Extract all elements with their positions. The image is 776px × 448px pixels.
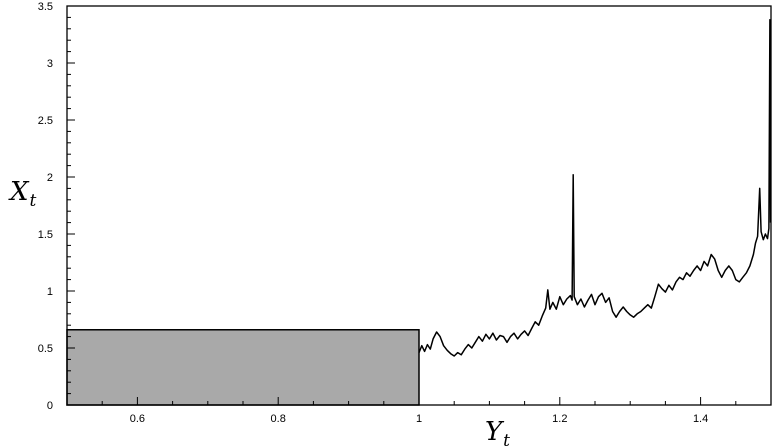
shaded-region-layer bbox=[66, 329, 420, 406]
y-tick-label: 3.5 bbox=[38, 1, 53, 13]
y-tick-label: 1.5 bbox=[38, 229, 53, 241]
shaded-region bbox=[66, 329, 420, 406]
x-axis-label: Yt bbox=[485, 417, 510, 448]
x-tick-label: 1.4 bbox=[693, 413, 708, 425]
y-tick-label: 0 bbox=[47, 400, 53, 412]
y-axis-ticks: 0 0.5 1 1.5 2 2.5 3 3.5 bbox=[38, 1, 75, 412]
y-tick-label: 2.5 bbox=[38, 115, 53, 127]
x-tick-label: 0.6 bbox=[130, 413, 145, 425]
y-axis-label: Xt bbox=[8, 177, 37, 211]
x-tick-label: 1.2 bbox=[552, 413, 567, 425]
x-tick-label: 1 bbox=[416, 413, 422, 425]
y-tick-label: 0.5 bbox=[38, 343, 53, 355]
series-line-0 bbox=[418, 18, 772, 357]
y-tick-label: 1 bbox=[47, 286, 53, 298]
series-layer bbox=[418, 18, 772, 357]
x-axis-ticks: 0.6 0.8 1 1.2 1.4 bbox=[66, 397, 772, 425]
y-tick-label: 2 bbox=[47, 172, 53, 184]
y-tick-label: 3 bbox=[47, 58, 53, 70]
x-tick-label: 0.8 bbox=[271, 413, 286, 425]
